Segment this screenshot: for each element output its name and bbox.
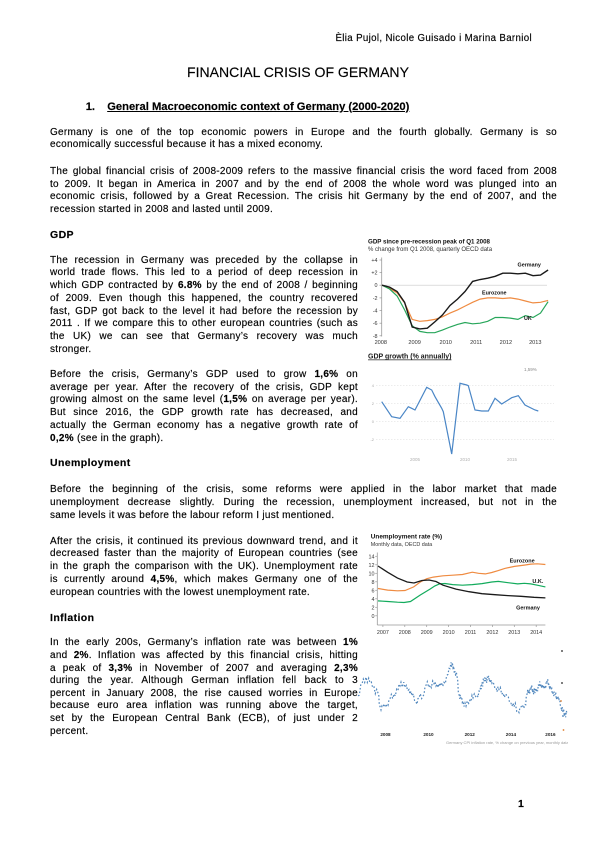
svg-text:-6: -6 [373, 321, 378, 327]
svg-text:14: 14 [369, 554, 375, 560]
svg-text:2009: 2009 [421, 630, 433, 636]
svg-text:2014: 2014 [506, 732, 517, 737]
svg-text:-4: -4 [373, 309, 378, 315]
svg-text:GDP since pre-recession peak o: GDP since pre-recession peak of Q1 2008 [368, 238, 491, 245]
svg-text:2012: 2012 [465, 732, 476, 737]
svg-text:2007: 2007 [377, 630, 389, 636]
svg-text:-2: -2 [370, 437, 374, 442]
svg-text:2012: 2012 [500, 340, 512, 346]
svg-text:Monthly data, OECD data: Monthly data, OECD data [371, 542, 432, 548]
svg-text:Unemployment rate (%): Unemployment rate (%) [371, 534, 442, 541]
svg-text:2010: 2010 [423, 732, 434, 737]
svg-text:UK: UK [524, 316, 532, 322]
svg-text:2015: 2015 [507, 457, 518, 462]
svg-text:-8: -8 [373, 334, 378, 340]
svg-text:2014: 2014 [530, 630, 542, 636]
svg-text:2008: 2008 [380, 732, 391, 737]
svg-text:12: 12 [369, 563, 375, 569]
svg-text:4: 4 [372, 597, 375, 603]
svg-text:8: 8 [372, 580, 375, 586]
svg-text:+4: +4 [371, 258, 377, 264]
svg-text:10: 10 [369, 571, 375, 577]
svg-text:+2: +2 [371, 271, 377, 277]
svg-text:U.K.: U.K. [532, 579, 543, 585]
svg-text:0: 0 [372, 614, 375, 620]
svg-text:GDP growth (% annually): GDP growth (% annually) [368, 354, 452, 361]
svg-text:0: 0 [375, 283, 378, 289]
svg-text:4: 4 [372, 383, 375, 388]
svg-text:6: 6 [372, 588, 375, 594]
svg-text:2010: 2010 [439, 340, 451, 346]
svg-text:-2: -2 [373, 296, 378, 302]
svg-text:2: 2 [372, 605, 375, 611]
svg-text:2005: 2005 [410, 457, 421, 462]
svg-text:2011: 2011 [465, 630, 477, 636]
svg-text:2016: 2016 [545, 732, 556, 737]
svg-text:2008: 2008 [375, 340, 387, 346]
svg-text:Germany CPI inflation rate, %: Germany CPI inflation rate, % change on … [446, 740, 568, 745]
svg-text:2009: 2009 [408, 340, 420, 346]
svg-text:2: 2 [372, 401, 375, 406]
svg-text:2010: 2010 [460, 457, 471, 462]
svg-text:2010: 2010 [443, 630, 455, 636]
svg-text:2011: 2011 [470, 340, 482, 346]
svg-text:Eurozone: Eurozone [482, 291, 507, 297]
svg-text:Germany: Germany [516, 606, 541, 612]
svg-text:1,59%: 1,59% [524, 367, 537, 372]
svg-text:Germany: Germany [518, 263, 541, 269]
svg-text:2008: 2008 [399, 630, 411, 636]
svg-text:2013: 2013 [529, 340, 541, 346]
svg-text:2013: 2013 [508, 630, 520, 636]
svg-text:Eurozone: Eurozone [510, 559, 535, 565]
svg-text:2012: 2012 [486, 630, 498, 636]
svg-text:0: 0 [372, 419, 375, 424]
svg-text:% change from Q1 2008, quarter: % change from Q1 2008, quarterly OECD da… [368, 247, 493, 253]
